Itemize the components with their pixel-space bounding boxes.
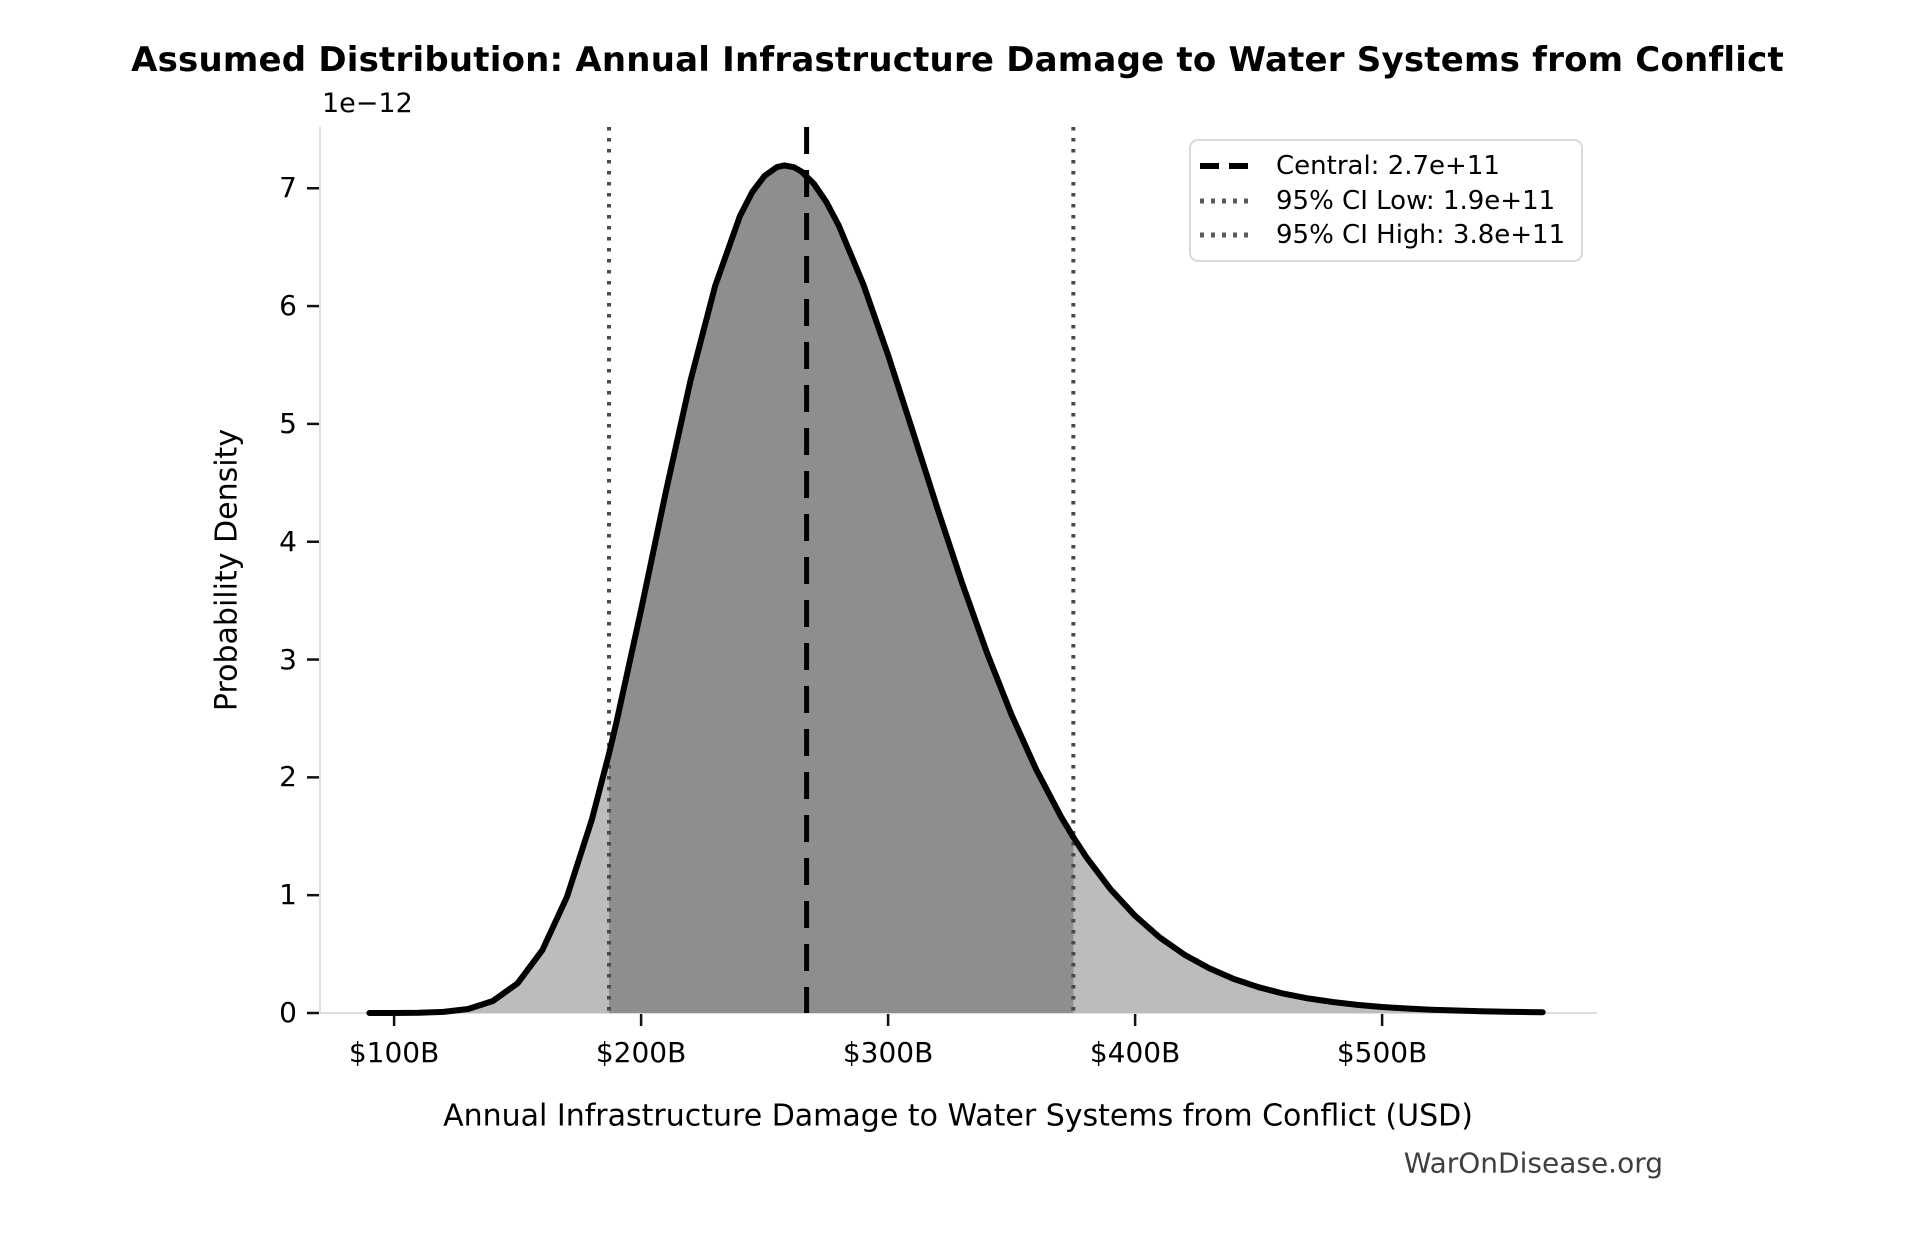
density-curve	[366, 162, 1546, 1016]
legend-item-ci-low: 95% CI Low: 1.9e+11	[1200, 186, 1569, 216]
y-axis-scale-offset: 1e−12	[322, 88, 413, 119]
dashed-line-icon	[1200, 162, 1248, 169]
x-tick-label: $500B	[1336, 1036, 1428, 1069]
x-tick-label: $400B	[1089, 1036, 1181, 1069]
y-tick-label: 2	[279, 760, 297, 794]
legend-item-ci-high: 95% CI High: 3.8e+11	[1200, 220, 1569, 250]
y-tick-label: 0	[279, 996, 297, 1029]
dotted-line-icon	[1200, 232, 1248, 238]
legend-item-central: Central: 2.7e+11	[1200, 151, 1569, 181]
chart-title: Assumed Distribution: Annual Infrastruct…	[131, 40, 1784, 80]
y-tick-label: 1	[279, 878, 297, 912]
legend-label-ci-high: 95% CI High: 3.8e+11	[1276, 220, 1566, 251]
x-axis-label: Annual Infrastructure Damage to Water Sy…	[443, 1098, 1473, 1134]
legend: Central: 2.7e+11 95% CI Low: 1.9e+11 95%…	[1189, 139, 1583, 262]
dotted-line-icon	[1200, 198, 1248, 203]
x-tick-label: $300B	[842, 1036, 934, 1069]
x-tick-label: $100B	[348, 1036, 440, 1069]
legend-label-central: Central: 2.7e+11	[1276, 150, 1500, 181]
y-tick-label: 5	[279, 406, 297, 440]
y-tick-label: 4	[279, 524, 297, 558]
y-tick-label: 7	[279, 171, 297, 205]
y-tick-label: 3	[279, 642, 297, 676]
y-tick-label: 6	[279, 289, 297, 323]
watermark: WarOnDisease.org	[1403, 1146, 1663, 1180]
legend-label-ci-low: 95% CI Low: 1.9e+11	[1276, 185, 1556, 216]
density-fill-inside-ci	[609, 165, 1074, 1013]
x-tick-label: $200B	[595, 1036, 687, 1069]
